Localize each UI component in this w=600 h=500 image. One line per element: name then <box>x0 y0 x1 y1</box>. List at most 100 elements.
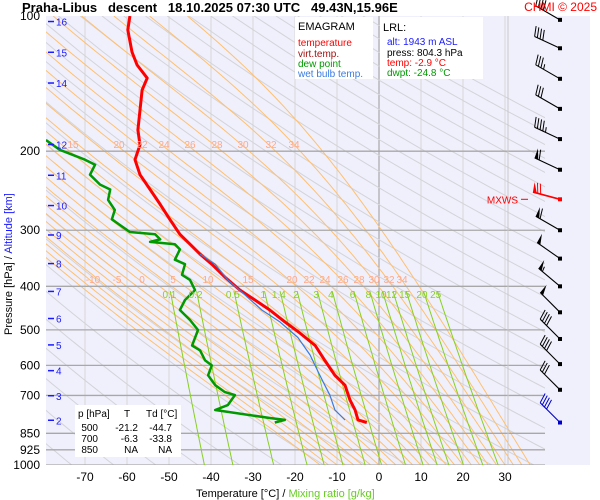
profile-temperature <box>126 16 368 424</box>
mixing-ratio-label: 20 <box>416 290 428 301</box>
wind-barb <box>535 0 562 22</box>
moist-adiabat-label: 34 <box>396 275 408 286</box>
temperature-tick-label: 20 <box>456 470 470 484</box>
mixing-ratio-line <box>196 291 234 465</box>
altitude-tick-label: 6 <box>56 315 62 326</box>
temperature-tick-label: 10 <box>414 470 428 484</box>
mixing-ratio-line <box>279 290 325 465</box>
temperature-tick-label: 0 <box>376 470 383 484</box>
temperature-tick-label: -40 <box>202 470 220 484</box>
lrl-temp: temp: -2.9 °C <box>387 58 446 69</box>
pressure-tick-label: 400 <box>20 279 40 293</box>
temperature-tick-label: -10 <box>328 470 346 484</box>
mixing-ratio-line <box>392 290 450 465</box>
x-axis-label: Temperature [°C] / Mixing ratio [g/kg] <box>196 488 375 500</box>
wind-barb <box>535 84 562 111</box>
altitude-tick-label: 15 <box>56 48 68 59</box>
dry-adiabat <box>58 16 545 333</box>
moist-adiabat-label: 32 <box>383 275 395 286</box>
profile-wet-bulb-temp <box>199 253 346 421</box>
legend-title: EMAGRAM <box>298 21 355 33</box>
moist-adiabat-label: 24 <box>319 275 331 286</box>
pressure-tick-label: 100 <box>20 9 40 23</box>
altitude-tick-label: 4 <box>56 367 62 378</box>
wind-barb <box>535 54 562 81</box>
moist-adiabat-label: 5 <box>170 275 176 286</box>
moist-adiabat-label: 26 <box>337 275 349 286</box>
wind-barb <box>536 233 562 261</box>
altitude-tick-label: 7 <box>56 287 62 298</box>
temperature-tick-label: -50 <box>160 470 178 484</box>
mixing-ratio-line <box>405 290 464 465</box>
dry-adiabat <box>79 16 545 315</box>
copyright: CHMI © 2025 <box>524 0 597 14</box>
mixing-ratio-line <box>316 290 366 465</box>
moist-adiabat-label: -5 <box>113 275 122 286</box>
dry-adiabat <box>101 16 545 298</box>
temperature-tick-label: 30 <box>498 470 512 484</box>
dry-adiabat <box>145 16 545 265</box>
mixing-ratio-line <box>331 290 383 465</box>
mixing-ratio-line <box>423 290 484 465</box>
temperature-tick-label: -30 <box>244 470 262 484</box>
mixing-ratio-label: 0.2 <box>189 290 203 301</box>
pressure-tick-label: 600 <box>20 358 40 372</box>
pressure-tick-label: 300 <box>20 223 40 237</box>
moist-adiabat-label: 22 <box>136 140 148 151</box>
wind-barb <box>534 116 562 142</box>
pressure-tick-label: 700 <box>20 388 40 402</box>
wind-barb <box>538 260 562 289</box>
mixing-ratio-label: 12 <box>386 290 398 301</box>
wind-barb <box>535 207 562 233</box>
moist-adiabat-label: 0 <box>139 275 145 286</box>
pressure-tick-label: 500 <box>20 323 40 337</box>
altitude-tick-label: 14 <box>56 79 68 90</box>
temperature-tick-label: -20 <box>286 470 304 484</box>
level-table: p [hPa] T Td [°C] 500 -21.2 -44.7 700 -6.3 -3… <box>75 405 181 457</box>
dry-adiabat <box>46 80 545 409</box>
legend-wet-bulb: wet bulb temp. <box>297 69 363 80</box>
moist-adiabat-label: 28 <box>353 275 365 286</box>
mixing-ratio-label: 4 <box>328 290 334 301</box>
moist-adiabat-label: 15 <box>67 140 79 151</box>
y-axis-label: Pressure [hPa] / Altitude [km] <box>3 193 15 335</box>
legend-temperature: temperature <box>298 38 352 49</box>
mixing-ratio-label: 3 <box>313 290 319 301</box>
pressure-tick-label: 1000 <box>13 458 40 472</box>
mixing-ratio-line <box>169 291 205 465</box>
moist-adiabat-label: 28 <box>211 140 223 151</box>
mixing-ratio-label: 0.1 <box>162 290 176 301</box>
mixing-ratio-label: 25 <box>430 290 442 301</box>
mixing-ratio-label: 1 <box>261 290 267 301</box>
table-cell: NA <box>124 445 138 456</box>
mixing-ratio-line <box>382 290 438 465</box>
wind-barb <box>534 26 562 51</box>
mixing-ratio-line <box>436 290 499 465</box>
mixing-ratio-label: 2 <box>293 290 299 301</box>
mixing-ratio-line <box>233 290 275 465</box>
lrl-press: press: 804.3 hPa <box>387 48 463 59</box>
moist-adiabat-label: 34 <box>288 140 300 151</box>
dry-adiabat <box>188 16 545 233</box>
table-header-td: Td [°C] <box>146 409 177 420</box>
wind-barb <box>539 334 562 367</box>
wind-barb <box>539 284 562 315</box>
moist-adiabat-label: 32 <box>265 140 277 151</box>
moist-adiabat-label: 22 <box>303 275 315 286</box>
table-header-t: T <box>124 409 130 420</box>
temperature-tick-label: -70 <box>76 470 94 484</box>
altitude-tick-label: 16 <box>56 18 68 29</box>
mixing-ratio-label: 0.5 <box>226 290 240 301</box>
mixing-ratio-label: 8 <box>366 290 372 301</box>
mixing-ratio-line <box>264 290 308 465</box>
table-cell: 850 <box>81 445 98 456</box>
lrl-dwpt: dwpt: -24.8 °C <box>387 68 450 79</box>
wind-barb <box>539 360 562 392</box>
mixing-ratio-line <box>369 290 424 465</box>
profile-dew-point <box>46 138 287 424</box>
temperature-tick-label: -60 <box>118 470 136 484</box>
table-cell: -33.8 <box>149 434 172 445</box>
moist-adiabat-label: 15 <box>242 275 254 286</box>
table-header-p: p [hPa] <box>78 409 110 420</box>
altitude-tick-label: 9 <box>56 231 62 242</box>
